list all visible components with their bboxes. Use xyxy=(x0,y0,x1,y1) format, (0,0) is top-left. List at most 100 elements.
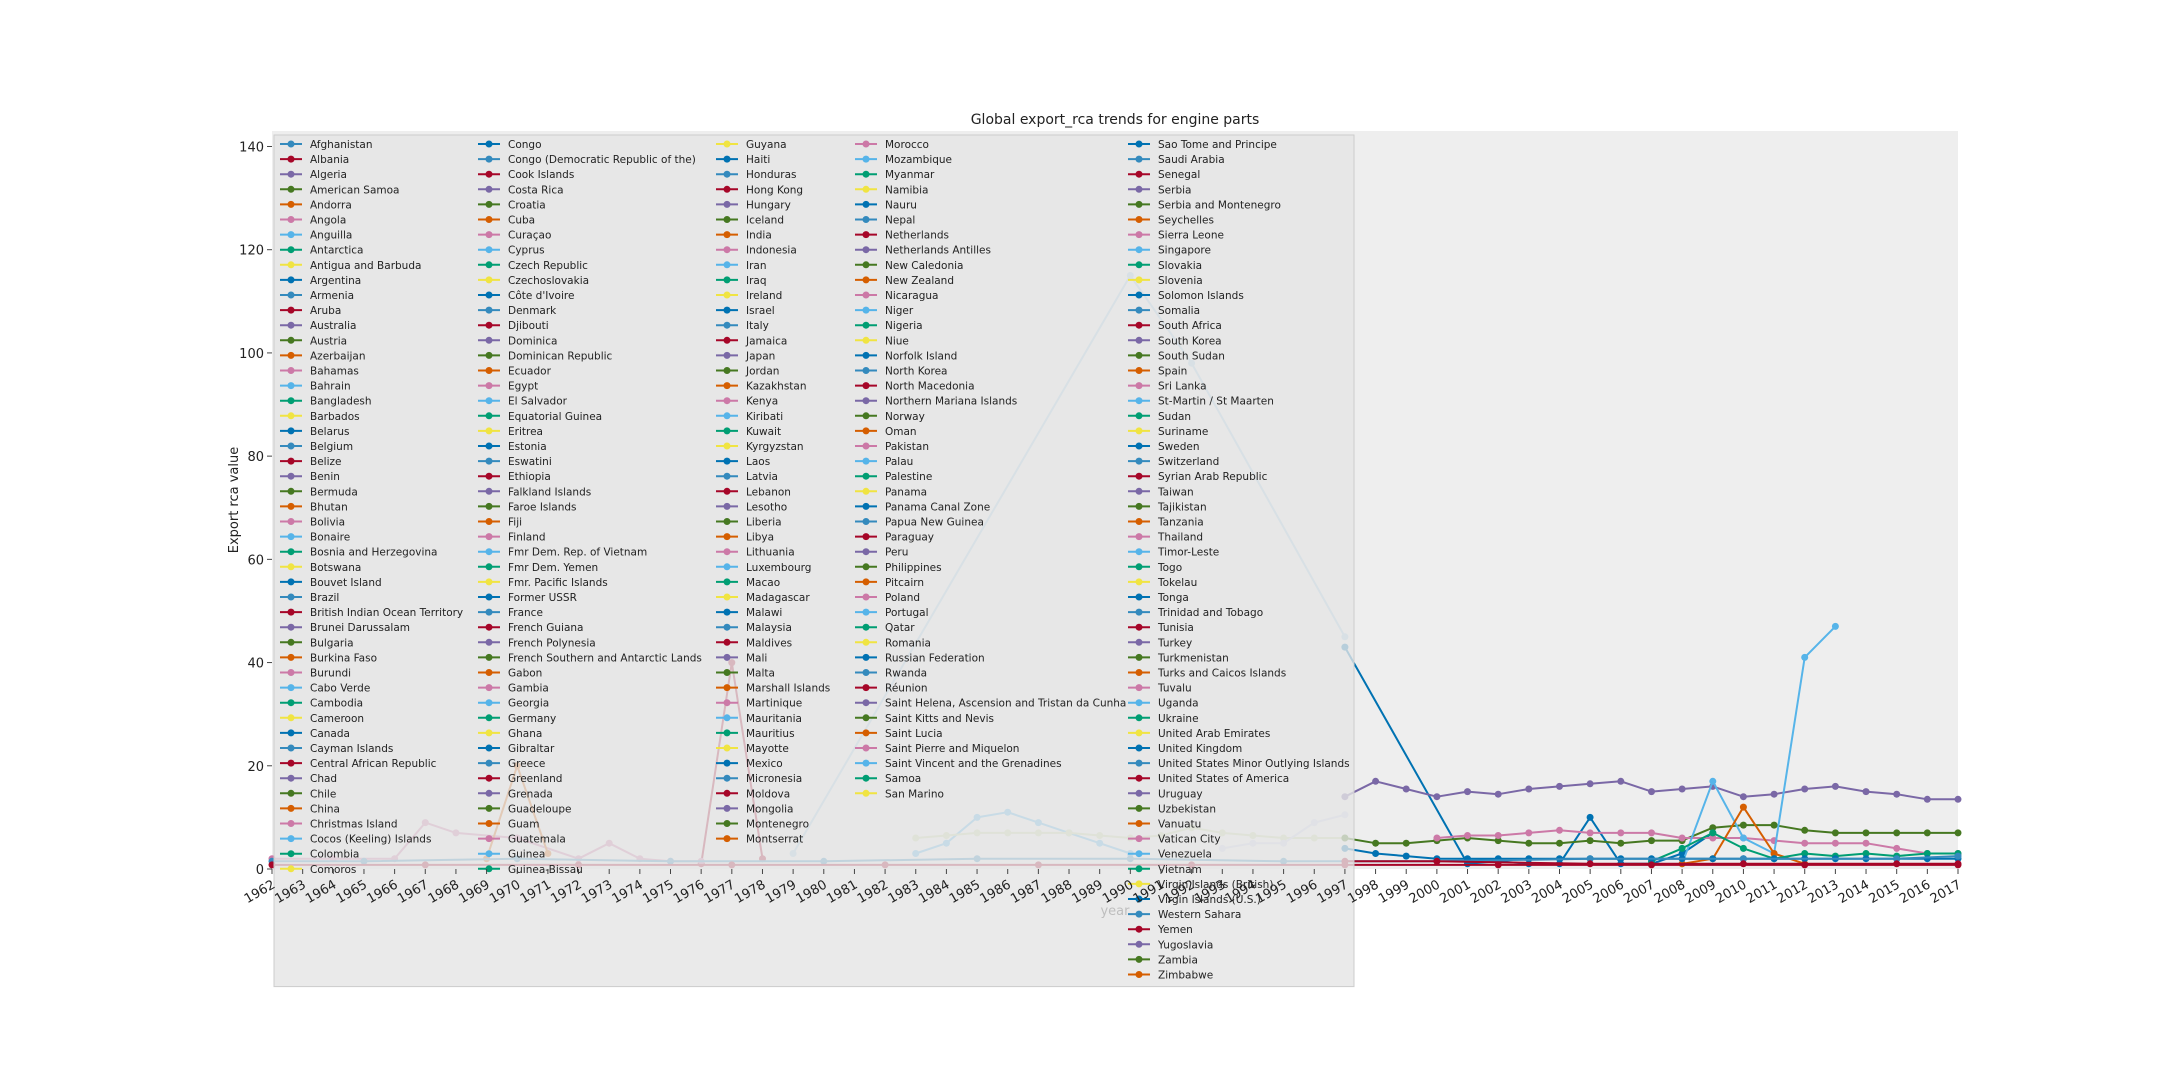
legend-entry: Tajikistan xyxy=(1128,501,1207,513)
legend-label: Western Sahara xyxy=(1158,909,1241,921)
legend-marker xyxy=(1135,835,1143,843)
data-point xyxy=(1678,844,1686,852)
legend-entry: Turkey xyxy=(1128,637,1192,649)
legend-label: Lebanon xyxy=(746,486,791,498)
legend-label: Libya xyxy=(746,532,774,544)
legend-marker xyxy=(485,367,493,374)
legend-entry: Iran xyxy=(716,260,767,272)
legend-label: Virgin Islands (British) xyxy=(1158,879,1273,891)
data-point xyxy=(1525,829,1533,837)
data-point xyxy=(1586,837,1594,845)
legend-entry: Malta xyxy=(716,668,775,680)
legend-entry: Mali xyxy=(716,652,767,664)
data-point xyxy=(1739,844,1747,852)
legend-marker xyxy=(485,638,493,646)
legend-entry: Netherlands xyxy=(855,230,949,242)
legend-marker xyxy=(723,442,731,450)
legend-entry: Malaysia xyxy=(716,622,792,634)
legend-entry: Israel xyxy=(716,305,775,317)
legend-label: Solomon Islands xyxy=(1158,290,1244,302)
legend-marker xyxy=(485,744,493,752)
legend-marker xyxy=(862,367,870,374)
legend-entry: Hong Kong xyxy=(716,184,803,196)
legend-entry: Congo (Democratic Republic of the) xyxy=(478,154,696,166)
legend-marker xyxy=(862,442,870,450)
legend-label: Czechoslovakia xyxy=(508,275,589,287)
data-point xyxy=(1617,839,1625,847)
legend-label: Chad xyxy=(310,773,337,785)
legend-marker xyxy=(1135,502,1143,510)
legend-marker xyxy=(287,291,295,299)
legend-label: Suriname xyxy=(1158,426,1208,438)
legend-entry: France xyxy=(478,607,543,619)
legend-marker xyxy=(1135,246,1143,254)
legend-marker xyxy=(485,382,493,390)
legend-entry: Sri Lanka xyxy=(1128,381,1207,393)
legend-label: Hong Kong xyxy=(746,184,803,196)
legend-marker xyxy=(1135,804,1143,812)
legend-marker xyxy=(862,653,870,661)
legend-label: Gabon xyxy=(508,668,542,680)
legend-entry: Italy xyxy=(716,320,769,332)
data-point xyxy=(1494,832,1502,839)
legend-label: Bangladesh xyxy=(310,396,372,408)
legend-label: Laos xyxy=(746,456,770,468)
legend-marker xyxy=(485,291,493,299)
legend-entry: Grenada xyxy=(478,788,553,800)
legend-entry: Kiribati xyxy=(716,411,783,423)
legend-label: Fmr Dem. Yemen xyxy=(508,562,598,574)
legend-marker xyxy=(287,835,295,843)
legend-entry: Central African Republic xyxy=(280,758,437,770)
legend-label: Haiti xyxy=(746,154,770,166)
legend-marker xyxy=(723,351,731,359)
legend-marker xyxy=(1135,653,1143,661)
legend-entry: Haiti xyxy=(716,154,770,166)
x-tick-label: 2016 xyxy=(1897,877,1933,907)
legend-label: Gambia xyxy=(508,683,549,695)
legend-marker xyxy=(723,653,731,661)
legend-marker xyxy=(1135,261,1143,269)
legend-label: Aruba xyxy=(310,305,341,317)
legend-marker xyxy=(485,865,493,873)
legend-entry: Poland xyxy=(855,592,920,604)
legend-label: Paraguay xyxy=(885,532,934,544)
legend-marker xyxy=(1135,427,1143,435)
legend-label: Saudi Arabia xyxy=(1158,154,1225,166)
legend-entry: Bahrain xyxy=(280,381,351,393)
legend-label: Iraq xyxy=(746,275,767,287)
legend-marker xyxy=(862,563,870,571)
legend-marker xyxy=(1135,623,1143,631)
legend-marker xyxy=(485,850,493,858)
x-tick-label: 1999 xyxy=(1376,877,1412,907)
legend-entry: Spain xyxy=(1128,366,1187,378)
legend-entry: El Salvador xyxy=(478,396,568,408)
legend-label: Chile xyxy=(310,788,336,800)
legend-marker xyxy=(1135,321,1143,329)
legend-marker xyxy=(862,200,870,208)
legend-marker xyxy=(485,563,493,571)
legend-label: Azerbaijan xyxy=(310,350,366,362)
legend-label: Bahamas xyxy=(310,366,359,378)
legend-entry: Lesotho xyxy=(716,501,787,513)
legend-label: Sao Tome and Principe xyxy=(1158,139,1277,151)
legend-label: Italy xyxy=(746,320,769,332)
legend-entry: Sweden xyxy=(1128,441,1200,453)
legend-marker xyxy=(485,472,493,480)
legend-marker xyxy=(485,457,493,465)
legend-entry: French Southern and Antarctic Lands xyxy=(478,652,702,664)
legend-marker xyxy=(723,759,731,767)
legend-marker xyxy=(723,774,731,782)
legend-label: Nicaragua xyxy=(885,290,938,302)
legend-marker xyxy=(723,306,731,314)
legend-marker xyxy=(862,638,870,646)
legend-entry: Tanzania xyxy=(1128,517,1204,529)
legend-label: Congo xyxy=(508,139,542,151)
legend-label: Yugoslavia xyxy=(1157,939,1213,951)
legend-label: Niue xyxy=(885,335,909,347)
legend-entry: Jamaica xyxy=(716,335,787,347)
legend-entry: Nauru xyxy=(855,199,917,211)
legend-marker xyxy=(723,457,731,465)
legend-entry: Panama xyxy=(855,486,927,498)
legend-label: Yemen xyxy=(1157,924,1193,936)
x-tick-label: 2004 xyxy=(1529,877,1565,907)
